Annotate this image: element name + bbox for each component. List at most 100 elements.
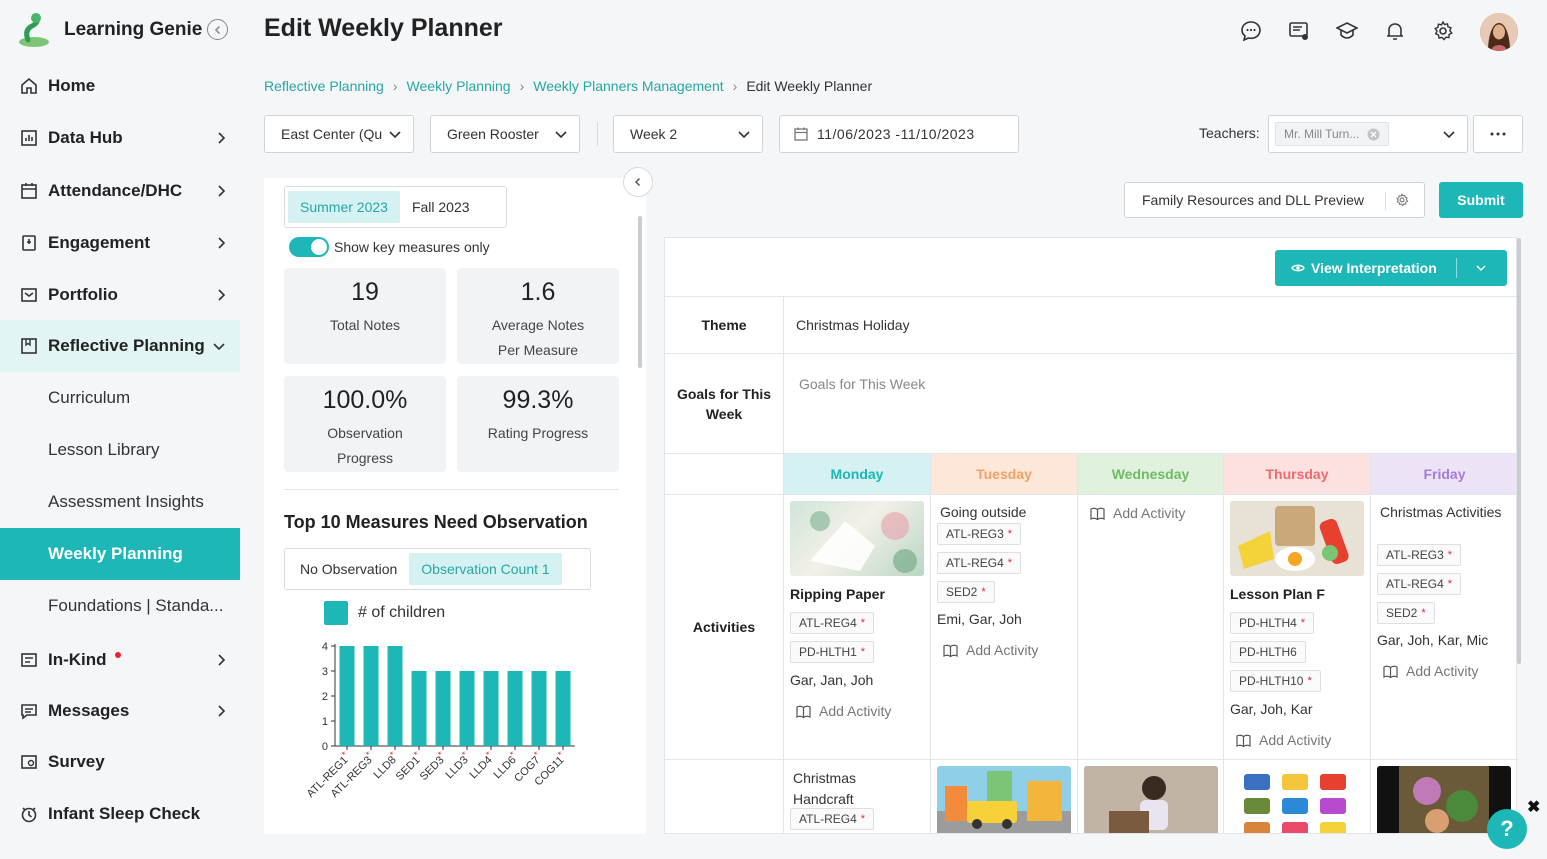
- chevron-down-icon[interactable]: [1476, 264, 1486, 272]
- collapse-panel-button[interactable]: [623, 167, 653, 197]
- date-range-picker[interactable]: 11/06/2023 -11/10/2023: [779, 115, 1019, 153]
- portfolio-icon: [21, 288, 37, 302]
- friday-activities-cell: Christmas Activities ATL-REG3 * ATL-REG4 *…: [1371, 495, 1516, 760]
- help-button[interactable]: ?: [1487, 809, 1527, 849]
- app-logo[interactable]: Learning Genie: [16, 12, 202, 48]
- sidebar-item-engagement[interactable]: Engagement: [0, 217, 240, 269]
- key-measure-marker: *: [1421, 607, 1426, 619]
- goals-input[interactable]: Goals for This Week: [784, 354, 1516, 454]
- sidebar-subitem-lesson-library[interactable]: Lesson Library: [48, 440, 160, 459]
- activity-thumbnail[interactable]: [1230, 766, 1364, 833]
- message-board-icon[interactable]: [1288, 20, 1310, 42]
- close-help-icon[interactable]: ✖: [1527, 799, 1541, 816]
- submit-button[interactable]: Submit: [1439, 182, 1523, 218]
- measure-tag: ATL-REG4 *: [1377, 573, 1462, 595]
- chevron-left-icon: [634, 177, 641, 187]
- group-select-value: Green Rooster: [447, 126, 539, 142]
- activity-title[interactable]: Lesson Plan F: [1230, 586, 1325, 602]
- activity-thumbnail[interactable]: [1377, 766, 1511, 833]
- section-title: Top 10 Measures Need Observation: [284, 512, 588, 532]
- sidebar-item-portfolio[interactable]: Portfolio: [0, 269, 240, 321]
- panel-scrollbar[interactable]: [638, 216, 642, 368]
- sidebar-subitem-curriculum[interactable]: Curriculum: [48, 388, 131, 407]
- breadcrumb-reflective-planning[interactable]: Reflective Planning: [264, 78, 384, 94]
- chevron-right-icon: [218, 654, 226, 666]
- add-activity-label: Add Activity: [1113, 505, 1186, 521]
- add-activity-label: Add Activity: [819, 703, 892, 719]
- day-header-spacer: [665, 454, 784, 495]
- graduation-cap-icon[interactable]: [1336, 20, 1358, 42]
- user-avatar[interactable]: [1480, 13, 1518, 51]
- stat-label: Average Notes: [491, 317, 585, 333]
- gear-icon[interactable]: [1432, 20, 1454, 42]
- tag-label: SED2: [946, 585, 978, 599]
- tab-observation-count-1[interactable]: Observation Count 1: [409, 553, 562, 585]
- activity-title[interactable]: Christmas Activities: [1380, 504, 1502, 520]
- chat-icon[interactable]: [1240, 20, 1262, 42]
- collapse-sidebar-button[interactable]: [207, 19, 228, 40]
- family-resources-button[interactable]: Family Resources and DLL Preview: [1124, 182, 1425, 218]
- add-activity-label: Add Activity: [1259, 732, 1332, 748]
- add-activity-button[interactable]: Add Activity: [1236, 732, 1331, 748]
- observation-tabs: No Observation Observation Count 1: [284, 548, 591, 590]
- breadcrumb-weekly-planning[interactable]: Weekly Planning: [406, 78, 511, 94]
- tag-label: PD-HLTH4: [1239, 616, 1297, 630]
- activity-thumbnail[interactable]: [790, 501, 924, 576]
- activity-thumbnail[interactable]: [1230, 501, 1364, 576]
- add-activity-button[interactable]: Add Activity: [796, 703, 891, 719]
- more-options-button[interactable]: [1473, 115, 1523, 153]
- sidebar-item-in-kind[interactable]: In-Kind: [0, 634, 240, 686]
- add-activity-button[interactable]: Add Activity: [1090, 505, 1185, 521]
- view-interpretation-button[interactable]: View Interpretation: [1275, 250, 1507, 286]
- week-select[interactable]: Week 2: [613, 115, 763, 153]
- key-measure-marker: *: [1447, 578, 1453, 590]
- day-header-wednesday: Wednesday: [1078, 454, 1224, 495]
- teachers-select[interactable]: Mr. Mill Turn...: [1268, 115, 1468, 153]
- theme-value-cell[interactable]: Christmas Holiday: [784, 296, 1516, 354]
- activity-row-2-header: [665, 760, 784, 833]
- activity-title[interactable]: Christmas Handcraft: [793, 770, 857, 807]
- planner-scrollbar[interactable]: [1517, 238, 1521, 664]
- group-select[interactable]: Green Rooster: [430, 115, 580, 153]
- breadcrumb-weekly-planners-management[interactable]: Weekly Planners Management: [533, 78, 724, 94]
- sidebar-subitem-foundations[interactable]: Foundations | Standa...: [48, 596, 224, 615]
- y-tick-label: 1: [322, 716, 328, 728]
- breadcrumb-separator: ›: [519, 78, 525, 94]
- sidebar-item-survey[interactable]: Survey: [0, 736, 240, 788]
- clock-icon: [21, 807, 37, 823]
- activity-thumbnail[interactable]: [937, 766, 1071, 833]
- bell-icon[interactable]: [1384, 20, 1406, 42]
- add-activity-button[interactable]: Add Activity: [943, 642, 1038, 658]
- stat-value: 1.6: [520, 278, 556, 306]
- sidebar-item-messages[interactable]: Messages: [0, 685, 240, 737]
- sidebar-item-reflective-planning[interactable]: Reflective Planning: [0, 320, 240, 372]
- key-measure-marker: *: [388, 749, 398, 759]
- sidebar-item-home[interactable]: Home: [0, 60, 240, 112]
- tab-no-observation[interactable]: No Observation: [300, 561, 398, 577]
- child-photo-icon: [1084, 766, 1218, 833]
- calendar-icon: [794, 127, 808, 141]
- tag-label: PD-HLTH10: [1239, 674, 1304, 688]
- close-icon[interactable]: [1367, 128, 1380, 141]
- sidebar-item-data-hub[interactable]: Data Hub: [0, 112, 240, 164]
- center-select[interactable]: East Center (Qu: [264, 115, 414, 153]
- tab-summer-2023[interactable]: Summer 2023: [288, 191, 400, 223]
- activity-title[interactable]: Going outside: [940, 504, 1027, 520]
- gear-icon[interactable]: [1395, 193, 1409, 207]
- sidebar-item-infant-sleep-check[interactable]: Infant Sleep Check: [0, 788, 240, 840]
- activity-thumbnail[interactable]: [1084, 766, 1218, 833]
- stat-label-line2: Progress: [336, 450, 394, 466]
- bar: [363, 646, 379, 746]
- day-header-monday: Monday: [784, 454, 931, 495]
- measure-tag: PD-HLTH4 *: [1230, 612, 1315, 634]
- key-measure-marker: *: [860, 646, 866, 658]
- sidebar-subitem-weekly-planning[interactable]: Weekly Planning: [0, 528, 240, 580]
- sidebar-subitem-assessment-insights[interactable]: Assessment Insights: [48, 492, 204, 511]
- activity-title[interactable]: Ripping Paper: [790, 586, 885, 602]
- sidebar-item-attendance[interactable]: Attendance/DHC: [0, 165, 240, 217]
- tab-fall-2023[interactable]: Fall 2023: [411, 199, 470, 215]
- key-measures-toggle[interactable]: [289, 237, 329, 257]
- genie-logo-icon: [19, 13, 49, 47]
- garden-photo-icon: [1399, 766, 1489, 833]
- add-activity-button[interactable]: Add Activity: [1383, 663, 1478, 679]
